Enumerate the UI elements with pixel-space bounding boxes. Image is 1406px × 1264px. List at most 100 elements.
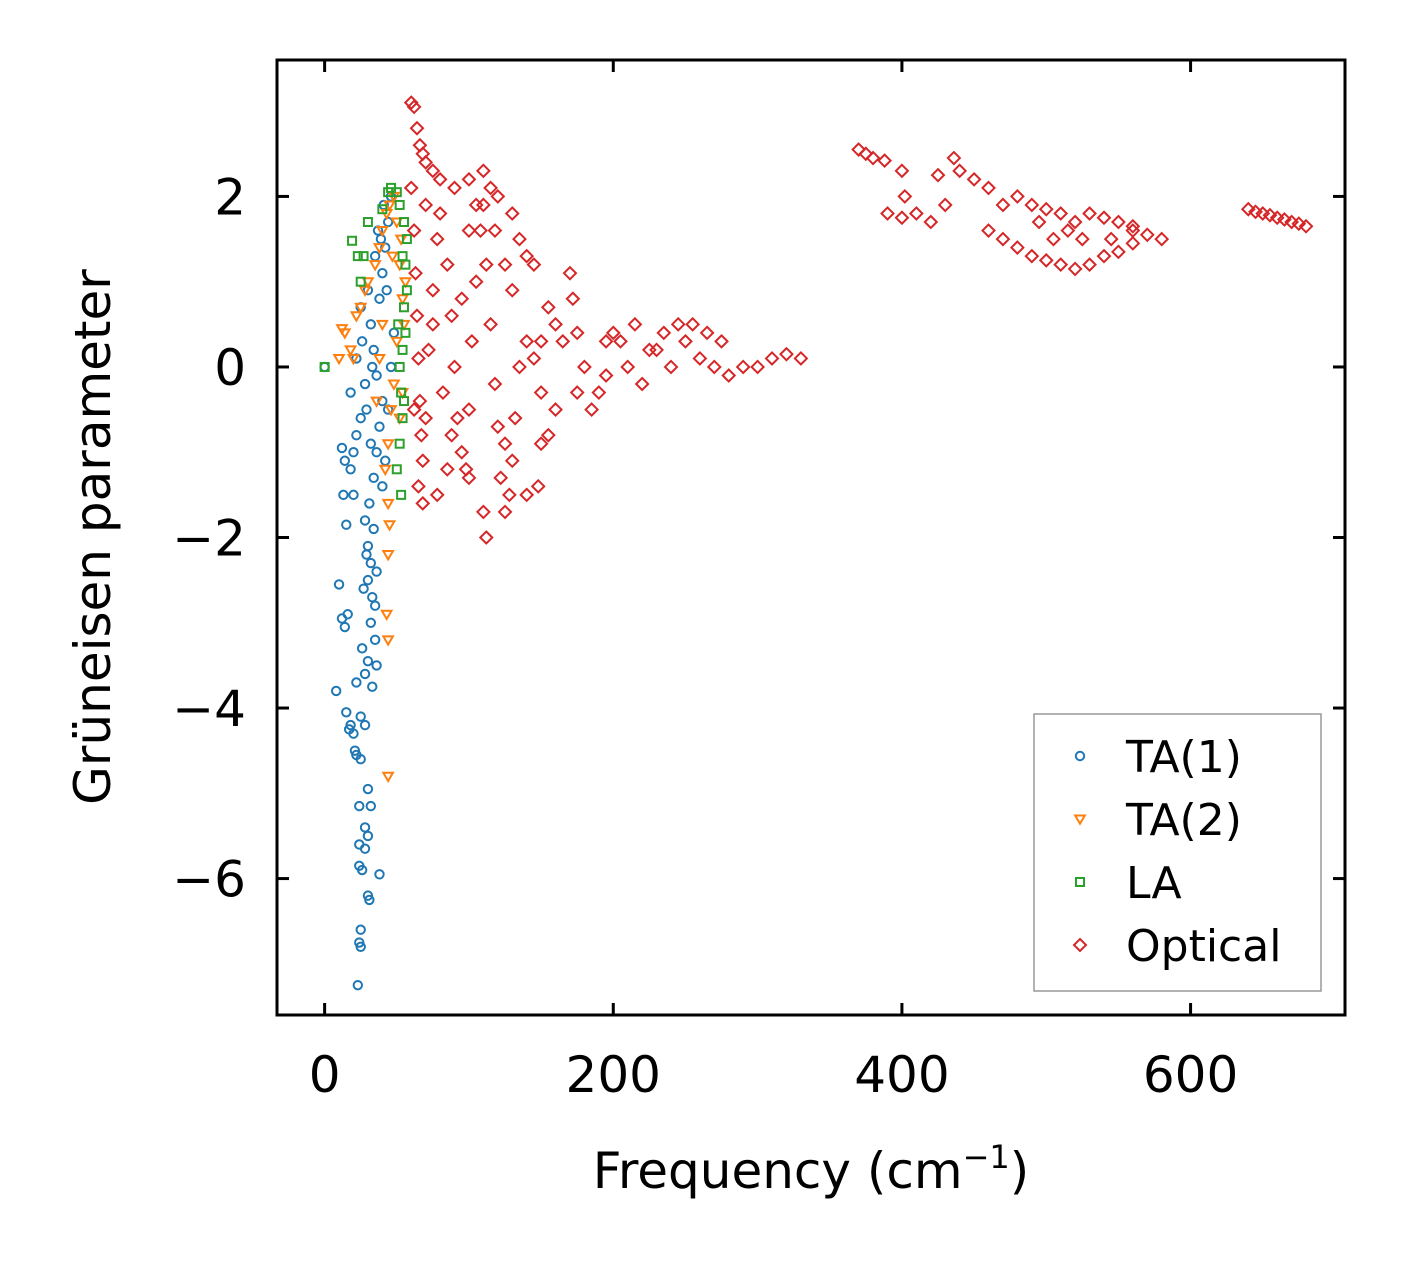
data-point — [356, 643, 368, 654]
data-point — [348, 447, 359, 458]
data-point — [533, 333, 549, 349]
data-point — [367, 591, 378, 603]
data-point — [362, 574, 374, 586]
data-point — [685, 316, 701, 332]
data-point — [401, 285, 412, 296]
data-point — [627, 316, 643, 332]
data-point — [355, 412, 366, 424]
data-point — [409, 120, 425, 136]
data-point — [952, 163, 968, 179]
data-point — [367, 361, 378, 373]
data-point — [381, 635, 395, 647]
data-point — [1125, 218, 1141, 234]
data-point — [365, 438, 377, 449]
data-point — [461, 223, 477, 238]
data-point — [362, 830, 374, 842]
data-point — [699, 325, 715, 341]
data-point — [371, 370, 382, 381]
data-point — [706, 359, 722, 375]
data-point — [1067, 261, 1083, 277]
x-axis-label-suffix: ) — [1010, 1142, 1030, 1200]
data-point — [880, 206, 895, 221]
data-point — [413, 427, 429, 443]
data-point — [409, 308, 425, 324]
data-point — [1053, 257, 1069, 273]
data-point — [605, 325, 621, 341]
data-point — [461, 470, 477, 486]
data-point — [1009, 189, 1025, 204]
data-point — [981, 223, 996, 238]
data-point — [355, 941, 366, 952]
data-point — [377, 481, 388, 492]
data-point — [344, 345, 358, 357]
data-point — [381, 498, 395, 511]
data-point — [339, 455, 351, 466]
data-point — [473, 223, 488, 238]
data-point — [367, 681, 378, 692]
data-point — [432, 171, 448, 187]
data-point — [351, 677, 362, 688]
data-point — [365, 800, 377, 812]
y-axis-label: Grüneisen parameter — [64, 269, 122, 805]
data-point — [390, 336, 404, 349]
legend-marker — [1073, 814, 1087, 826]
data-point — [359, 378, 371, 390]
data-point — [385, 251, 399, 263]
data-point — [406, 402, 422, 418]
data-point — [356, 336, 368, 347]
data-point — [562, 265, 578, 281]
data-point — [533, 436, 549, 452]
data-point — [359, 822, 371, 833]
data-point — [375, 226, 389, 238]
data-point — [1082, 206, 1097, 221]
data-point — [399, 396, 410, 407]
data-point — [504, 282, 520, 298]
data-point — [359, 668, 371, 680]
data-point — [384, 405, 398, 417]
data-point — [338, 328, 352, 340]
data-point — [598, 368, 614, 383]
legend: TA(1) TA(2) LA Optical — [1033, 713, 1322, 992]
data-point — [1291, 216, 1307, 232]
data-point — [347, 235, 358, 246]
data-point — [656, 325, 672, 341]
data-point — [342, 609, 353, 620]
data-point — [1038, 252, 1054, 268]
data-point — [519, 333, 535, 349]
data-point — [374, 869, 385, 880]
data-point — [620, 359, 636, 375]
data-point — [330, 685, 342, 697]
data-point — [351, 429, 362, 441]
data-point — [865, 150, 881, 166]
data-point — [336, 442, 348, 454]
data-point — [793, 351, 809, 366]
data-point — [750, 359, 766, 375]
data-point — [403, 180, 419, 196]
data-point — [504, 206, 520, 221]
data-point — [540, 299, 556, 315]
data-point — [371, 566, 382, 577]
data-point — [981, 180, 996, 196]
x-tick-label: 200 — [566, 1046, 661, 1104]
data-point — [349, 311, 363, 323]
y-tick-label: −2 — [172, 510, 246, 568]
data-point — [365, 557, 377, 569]
data-point — [526, 257, 542, 273]
data-point — [966, 171, 982, 187]
data-layer — [319, 95, 1314, 991]
data-point — [339, 621, 351, 633]
data-point — [468, 197, 484, 213]
data-point — [381, 550, 395, 562]
data-point — [714, 333, 729, 349]
data-point — [613, 333, 628, 349]
data-point — [394, 438, 405, 449]
data-point — [461, 171, 477, 187]
legend-item: TA(2) — [1073, 795, 1242, 846]
data-point — [355, 924, 366, 935]
data-point — [779, 346, 794, 362]
data-point — [411, 351, 426, 366]
data-point — [399, 217, 410, 228]
data-point — [394, 199, 405, 210]
data-point — [444, 427, 460, 443]
legend-marker — [1075, 877, 1085, 887]
